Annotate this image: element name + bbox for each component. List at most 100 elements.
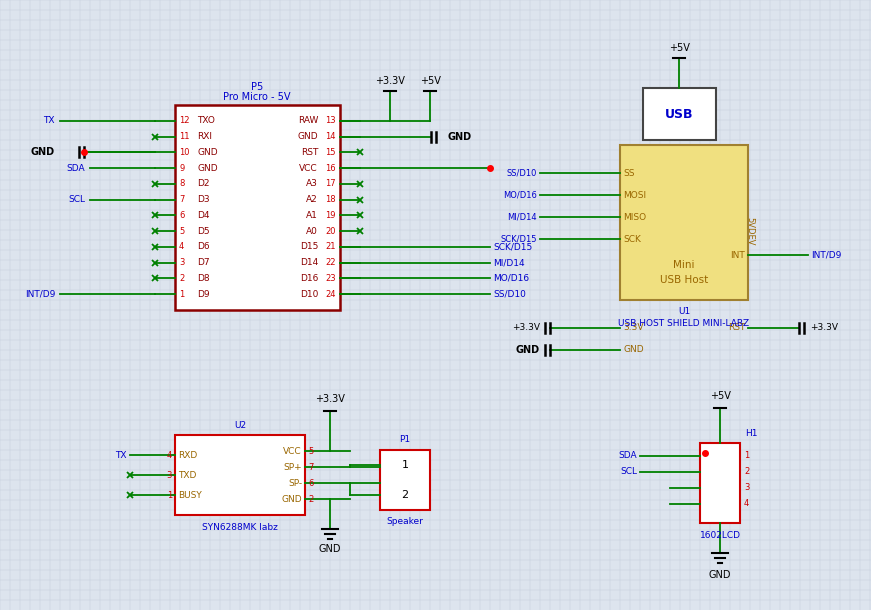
Text: +5V: +5V xyxy=(669,43,690,53)
Text: 24: 24 xyxy=(326,290,336,299)
Text: 3: 3 xyxy=(179,258,185,267)
Text: 17: 17 xyxy=(326,179,336,188)
Text: 3: 3 xyxy=(166,470,172,479)
Text: D15: D15 xyxy=(300,242,318,251)
Text: GND: GND xyxy=(197,148,218,157)
Text: SCL: SCL xyxy=(620,467,637,476)
Text: Speaker: Speaker xyxy=(387,517,423,526)
Text: 4: 4 xyxy=(179,242,185,251)
Text: Pro Micro - 5V: Pro Micro - 5V xyxy=(223,92,291,102)
Text: P5: P5 xyxy=(251,82,263,92)
Text: MO/D16: MO/D16 xyxy=(493,274,529,283)
Text: SCK/D15: SCK/D15 xyxy=(501,234,537,243)
Text: USB HOST SHIELD MINI-LABZ: USB HOST SHIELD MINI-LABZ xyxy=(618,320,750,329)
Text: 21: 21 xyxy=(326,242,336,251)
Text: SS/D10: SS/D10 xyxy=(493,290,526,299)
Text: 1: 1 xyxy=(744,451,749,461)
Text: 7: 7 xyxy=(179,195,185,204)
Text: Mini: Mini xyxy=(673,260,695,270)
Text: USB Host: USB Host xyxy=(660,275,708,285)
Text: A1: A1 xyxy=(306,211,318,220)
Text: SCL: SCL xyxy=(68,195,85,204)
Text: MO/D16: MO/D16 xyxy=(503,190,537,199)
Text: 4: 4 xyxy=(744,500,749,509)
Text: D8: D8 xyxy=(197,274,210,283)
Text: USB: USB xyxy=(665,107,693,121)
Text: SDA: SDA xyxy=(66,163,85,173)
Text: 12: 12 xyxy=(179,117,190,125)
Text: 6: 6 xyxy=(308,478,314,487)
Text: 16: 16 xyxy=(326,163,336,173)
Text: D2: D2 xyxy=(197,179,210,188)
Text: 1: 1 xyxy=(402,460,408,470)
Text: D6: D6 xyxy=(197,242,210,251)
Bar xyxy=(700,443,740,523)
Text: RXD: RXD xyxy=(178,451,197,459)
Text: D10: D10 xyxy=(300,290,318,299)
Text: H1: H1 xyxy=(745,428,758,437)
Text: INT: INT xyxy=(730,251,745,259)
Text: GND: GND xyxy=(516,345,540,355)
Text: SDA: SDA xyxy=(618,451,637,461)
Text: 6: 6 xyxy=(179,211,185,220)
Text: 4: 4 xyxy=(166,451,172,459)
Text: INT/D9: INT/D9 xyxy=(811,251,841,259)
Text: RXI: RXI xyxy=(197,132,212,141)
Text: SCK/D15: SCK/D15 xyxy=(493,242,532,251)
Bar xyxy=(643,88,716,140)
Text: D7: D7 xyxy=(197,258,210,267)
Text: GND: GND xyxy=(297,132,318,141)
Text: 8: 8 xyxy=(179,179,185,188)
Text: 10: 10 xyxy=(179,148,190,157)
Text: 2: 2 xyxy=(308,495,314,503)
Text: 11: 11 xyxy=(179,132,190,141)
Text: 7: 7 xyxy=(308,462,314,472)
Text: TXO: TXO xyxy=(197,117,215,125)
Text: +5V: +5V xyxy=(710,391,731,401)
Text: 2: 2 xyxy=(179,274,185,283)
Text: RST: RST xyxy=(727,323,745,332)
Text: 23: 23 xyxy=(326,274,336,283)
Text: 5VDEV: 5VDEV xyxy=(746,217,754,245)
Text: 1: 1 xyxy=(179,290,185,299)
Text: GND: GND xyxy=(447,132,471,142)
Text: TX: TX xyxy=(116,451,127,459)
Text: 15: 15 xyxy=(326,148,336,157)
Bar xyxy=(175,105,340,310)
Text: BUSY: BUSY xyxy=(178,490,202,500)
Text: 20: 20 xyxy=(326,227,336,235)
Text: 1: 1 xyxy=(166,490,172,500)
Text: TXD: TXD xyxy=(178,470,196,479)
Text: TX: TX xyxy=(44,117,55,125)
Text: +5V: +5V xyxy=(420,76,441,86)
Bar xyxy=(380,450,430,510)
Bar xyxy=(175,435,305,515)
Text: D14: D14 xyxy=(300,258,318,267)
Text: SYN6288MK labz: SYN6288MK labz xyxy=(202,523,278,531)
Text: MISO: MISO xyxy=(623,212,646,221)
Text: SS/D10: SS/D10 xyxy=(507,168,537,178)
Text: 1602LCD: 1602LCD xyxy=(699,531,740,539)
Text: D16: D16 xyxy=(300,274,318,283)
Text: P1: P1 xyxy=(400,436,410,445)
Text: D4: D4 xyxy=(197,211,210,220)
Text: D3: D3 xyxy=(197,195,210,204)
Text: +3.3V: +3.3V xyxy=(375,76,405,86)
Text: U1: U1 xyxy=(678,307,690,317)
Text: GND: GND xyxy=(281,495,302,503)
Text: INT/D9: INT/D9 xyxy=(24,290,55,299)
Text: 5: 5 xyxy=(308,447,314,456)
Text: D5: D5 xyxy=(197,227,210,235)
Text: A3: A3 xyxy=(306,179,318,188)
Text: U2: U2 xyxy=(234,420,246,429)
Text: GND: GND xyxy=(30,147,55,157)
Text: 14: 14 xyxy=(326,132,336,141)
Text: +3.3V: +3.3V xyxy=(512,323,540,332)
Text: SP+: SP+ xyxy=(283,462,302,472)
Text: 22: 22 xyxy=(326,258,336,267)
Text: A2: A2 xyxy=(307,195,318,204)
Text: SP-: SP- xyxy=(288,478,302,487)
Text: 3: 3 xyxy=(744,484,749,492)
Text: 13: 13 xyxy=(326,117,336,125)
Text: 9: 9 xyxy=(179,163,185,173)
